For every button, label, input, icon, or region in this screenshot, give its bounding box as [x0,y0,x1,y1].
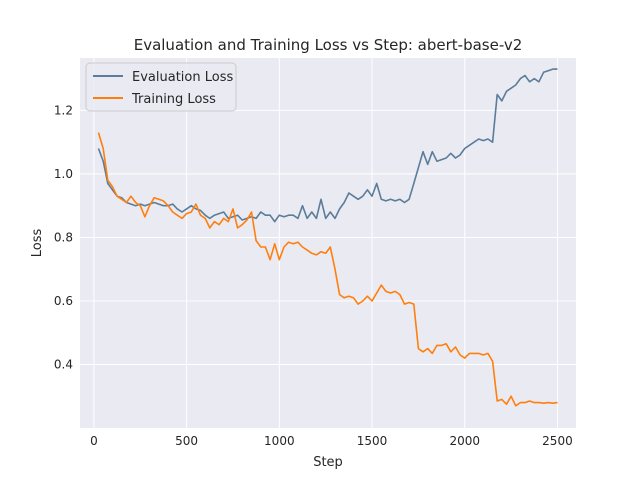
y-tick-label: 1.2 [54,103,73,117]
series-layer [97,68,558,407]
legend-label-training-loss: Training Loss [131,92,216,107]
y-axis-label: Loss [30,229,45,258]
x-tick-label: 500 [175,434,198,448]
x-tick-label: 0 [90,434,98,448]
y-tick-label: 0.8 [54,230,73,244]
x-axis-ticks: 0 500 1000 1500 2000 2500 [90,434,573,448]
y-tick-label: 0.6 [54,294,73,308]
x-tick-label: 2500 [542,434,573,448]
y-tick-label: 1.0 [54,167,73,181]
legend-box [85,62,237,112]
x-axis-label: Step [313,455,343,470]
x-tick-label: 2000 [449,434,480,448]
x-tick-label: 1000 [264,434,295,448]
x-tick-label: 1500 [357,434,388,448]
chart-title: Evaluation and Training Loss vs Step: ab… [134,36,523,54]
series-line-training-loss [97,132,558,407]
plot-background [80,58,576,428]
series-line-evaluation-loss [97,68,558,223]
y-axis-ticks: 0.4 0.6 0.8 1.0 1.2 [54,103,73,371]
y-tick-label: 0.4 [54,357,73,371]
legend: Evaluation Loss Training Loss [85,62,237,112]
legend-label-evaluation-loss: Evaluation Loss [132,70,233,85]
